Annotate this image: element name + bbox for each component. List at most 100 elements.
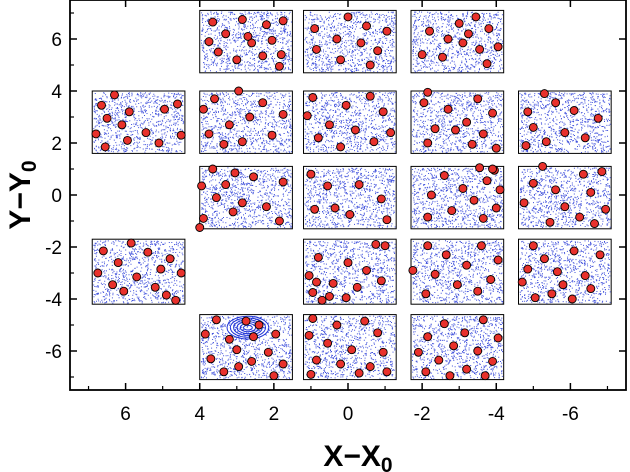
source-point <box>278 16 288 26</box>
source-point <box>206 354 216 364</box>
x-axis-label-main: X−X <box>323 440 381 472</box>
source-point <box>308 93 318 102</box>
source-point <box>278 359 288 369</box>
source-point <box>458 38 468 48</box>
source-point <box>310 24 320 34</box>
source-point <box>241 316 251 326</box>
field-points <box>93 92 185 153</box>
field-12 <box>518 165 612 230</box>
x-tick-label: 0 <box>343 404 354 425</box>
source-point <box>523 107 533 117</box>
source-point <box>493 42 503 52</box>
source-point <box>560 128 570 138</box>
source-point <box>119 286 129 296</box>
source-point <box>545 217 555 227</box>
source-point <box>540 254 549 264</box>
source-point <box>304 271 314 281</box>
source-point <box>204 129 214 139</box>
source-point <box>310 204 320 214</box>
sources-layer <box>91 12 611 381</box>
source-point <box>350 125 360 135</box>
source-point <box>123 135 132 145</box>
source-point <box>276 50 286 60</box>
source-point <box>198 213 208 223</box>
source-point <box>460 328 470 338</box>
source-point <box>249 332 258 342</box>
source-point <box>488 164 498 174</box>
field-points <box>201 167 292 229</box>
source-point <box>423 212 433 222</box>
source-point <box>328 278 338 288</box>
source-point <box>439 171 449 180</box>
x-tick-label: 6 <box>120 404 131 425</box>
source-point <box>558 280 568 290</box>
source-point <box>423 138 433 148</box>
source-point <box>171 295 181 305</box>
source-point <box>593 113 603 123</box>
source-point <box>365 362 375 372</box>
source-point <box>221 29 231 39</box>
source-point <box>469 195 479 205</box>
source-point <box>210 94 220 104</box>
source-point <box>408 265 418 275</box>
source-point <box>447 206 457 216</box>
source-point <box>98 246 108 256</box>
source-point <box>382 26 392 36</box>
x-tick-label: -4 <box>488 404 505 425</box>
source-point <box>325 120 334 130</box>
source-point <box>132 272 142 282</box>
source-point <box>237 198 247 208</box>
source-point <box>443 104 453 114</box>
source-point <box>304 330 314 340</box>
source-point <box>249 172 258 182</box>
source-point <box>343 258 353 268</box>
source-point <box>380 241 390 251</box>
source-point <box>488 108 498 118</box>
source-point <box>247 38 257 48</box>
y-tick-label: -4 <box>45 290 62 311</box>
source-point <box>578 169 588 179</box>
source-point <box>341 100 351 110</box>
source-point <box>523 264 533 274</box>
source-point <box>91 129 101 139</box>
source-point <box>221 180 231 190</box>
source-point <box>569 106 579 115</box>
field-points <box>412 167 504 229</box>
source-point <box>108 280 118 290</box>
source-point <box>528 241 538 251</box>
field-points <box>200 315 292 380</box>
source-point <box>234 86 244 96</box>
x-tick-label: -2 <box>414 404 431 425</box>
source-point <box>165 254 175 264</box>
source-point <box>488 356 498 366</box>
source-point <box>580 133 590 143</box>
source-point <box>434 355 444 365</box>
source-point <box>93 268 103 278</box>
source-point <box>267 35 277 45</box>
source-point <box>336 55 346 65</box>
source-point <box>471 12 481 22</box>
source-point <box>473 94 483 104</box>
source-point <box>491 203 501 213</box>
source-point <box>102 113 112 123</box>
x-tick-label: -6 <box>562 404 579 425</box>
source-point <box>306 169 316 179</box>
source-point <box>208 17 218 27</box>
source-point <box>313 252 323 262</box>
source-point <box>473 346 483 356</box>
source-point <box>441 250 451 260</box>
source-point <box>425 26 434 36</box>
source-point <box>458 184 468 193</box>
source-point <box>258 51 268 61</box>
field-6 <box>303 90 397 154</box>
source-point <box>308 314 318 323</box>
source-point <box>312 44 321 54</box>
source-point <box>302 111 312 121</box>
source-point <box>247 356 257 366</box>
source-point <box>530 293 540 303</box>
source-point <box>204 37 214 47</box>
field-points <box>304 315 396 379</box>
source-point <box>211 315 221 325</box>
source-point <box>354 368 364 378</box>
